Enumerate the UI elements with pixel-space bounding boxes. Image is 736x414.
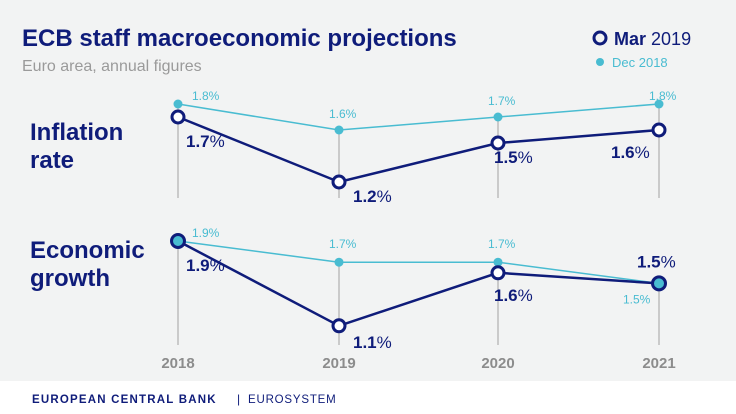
mar-2019-label: 1.5% [637,252,676,271]
mar-2019-line [177,115,660,184]
footer-bank: EUROPEAN CENTRAL BANK [32,394,217,406]
x-tick-label: 2018 [161,355,194,372]
mar-2019-point [490,265,506,281]
dec-2018-label: 1.7% [329,237,357,251]
x-tick-label: 2020 [481,355,514,372]
dec-2018-line [177,240,660,285]
dec-2018-label: 1.8% [192,89,220,103]
dec-2018-label: 1.6% [329,107,357,121]
panel-title-0: Inflation [30,119,123,146]
mar-2019-point [651,275,667,292]
dec-2018-label: 1.7% [488,94,516,108]
mar-2019-label: 1.1% [353,333,392,352]
chart-background [0,0,736,381]
dec-2018-line [177,103,660,131]
dec-2018-point [334,125,344,135]
mar-2019-point [170,109,186,125]
footer-separator: | [237,392,240,406]
mar-2019-label: 1.5% [494,148,533,167]
dec-2018-label: 1.5% [623,292,651,306]
mar-2019-label: 1.6% [494,286,533,305]
mar-2019-label: 1.7% [186,132,225,151]
mar-2019-point [331,318,347,334]
dec-2018-point [654,99,664,109]
legend-mar-label: Mar 2019 [614,29,691,49]
mar-2019-point [651,122,667,138]
legend-mar-marker [592,30,608,46]
mar-2019-label: 1.6% [611,143,650,162]
footer-system: EUROSYSTEM [248,394,337,406]
panel-title-1: growth [30,265,110,292]
panel-title-0: rate [30,147,74,174]
x-tick-label: 2019 [322,355,355,372]
x-tick-label: 2021 [642,355,675,372]
mar-2019-point [170,233,186,249]
chart-title: ECB staff macroeconomic projections [22,25,457,52]
dec-2018-label: 1.9% [192,226,220,240]
mar-2019-label: 1.2% [353,187,392,206]
dec-2018-point [334,257,344,267]
dec-2018-point [493,257,503,267]
mar-2019-point [331,174,347,190]
dec-2018-label: 1.7% [488,237,516,251]
chart-subtitle: Euro area, annual figures [22,58,202,75]
dec-2018-point [493,112,503,122]
mar-2019-label: 1.9% [186,256,225,275]
panel-title-1: Economic [30,237,145,264]
dec-2018-point [173,99,183,109]
dec-2018-label: 1.8% [649,89,677,103]
legend-dec-label: Dec 2018 [612,55,668,70]
mar-2019-line [177,239,660,328]
mar-2019-point [490,135,506,151]
legend-dec-marker [596,58,604,66]
